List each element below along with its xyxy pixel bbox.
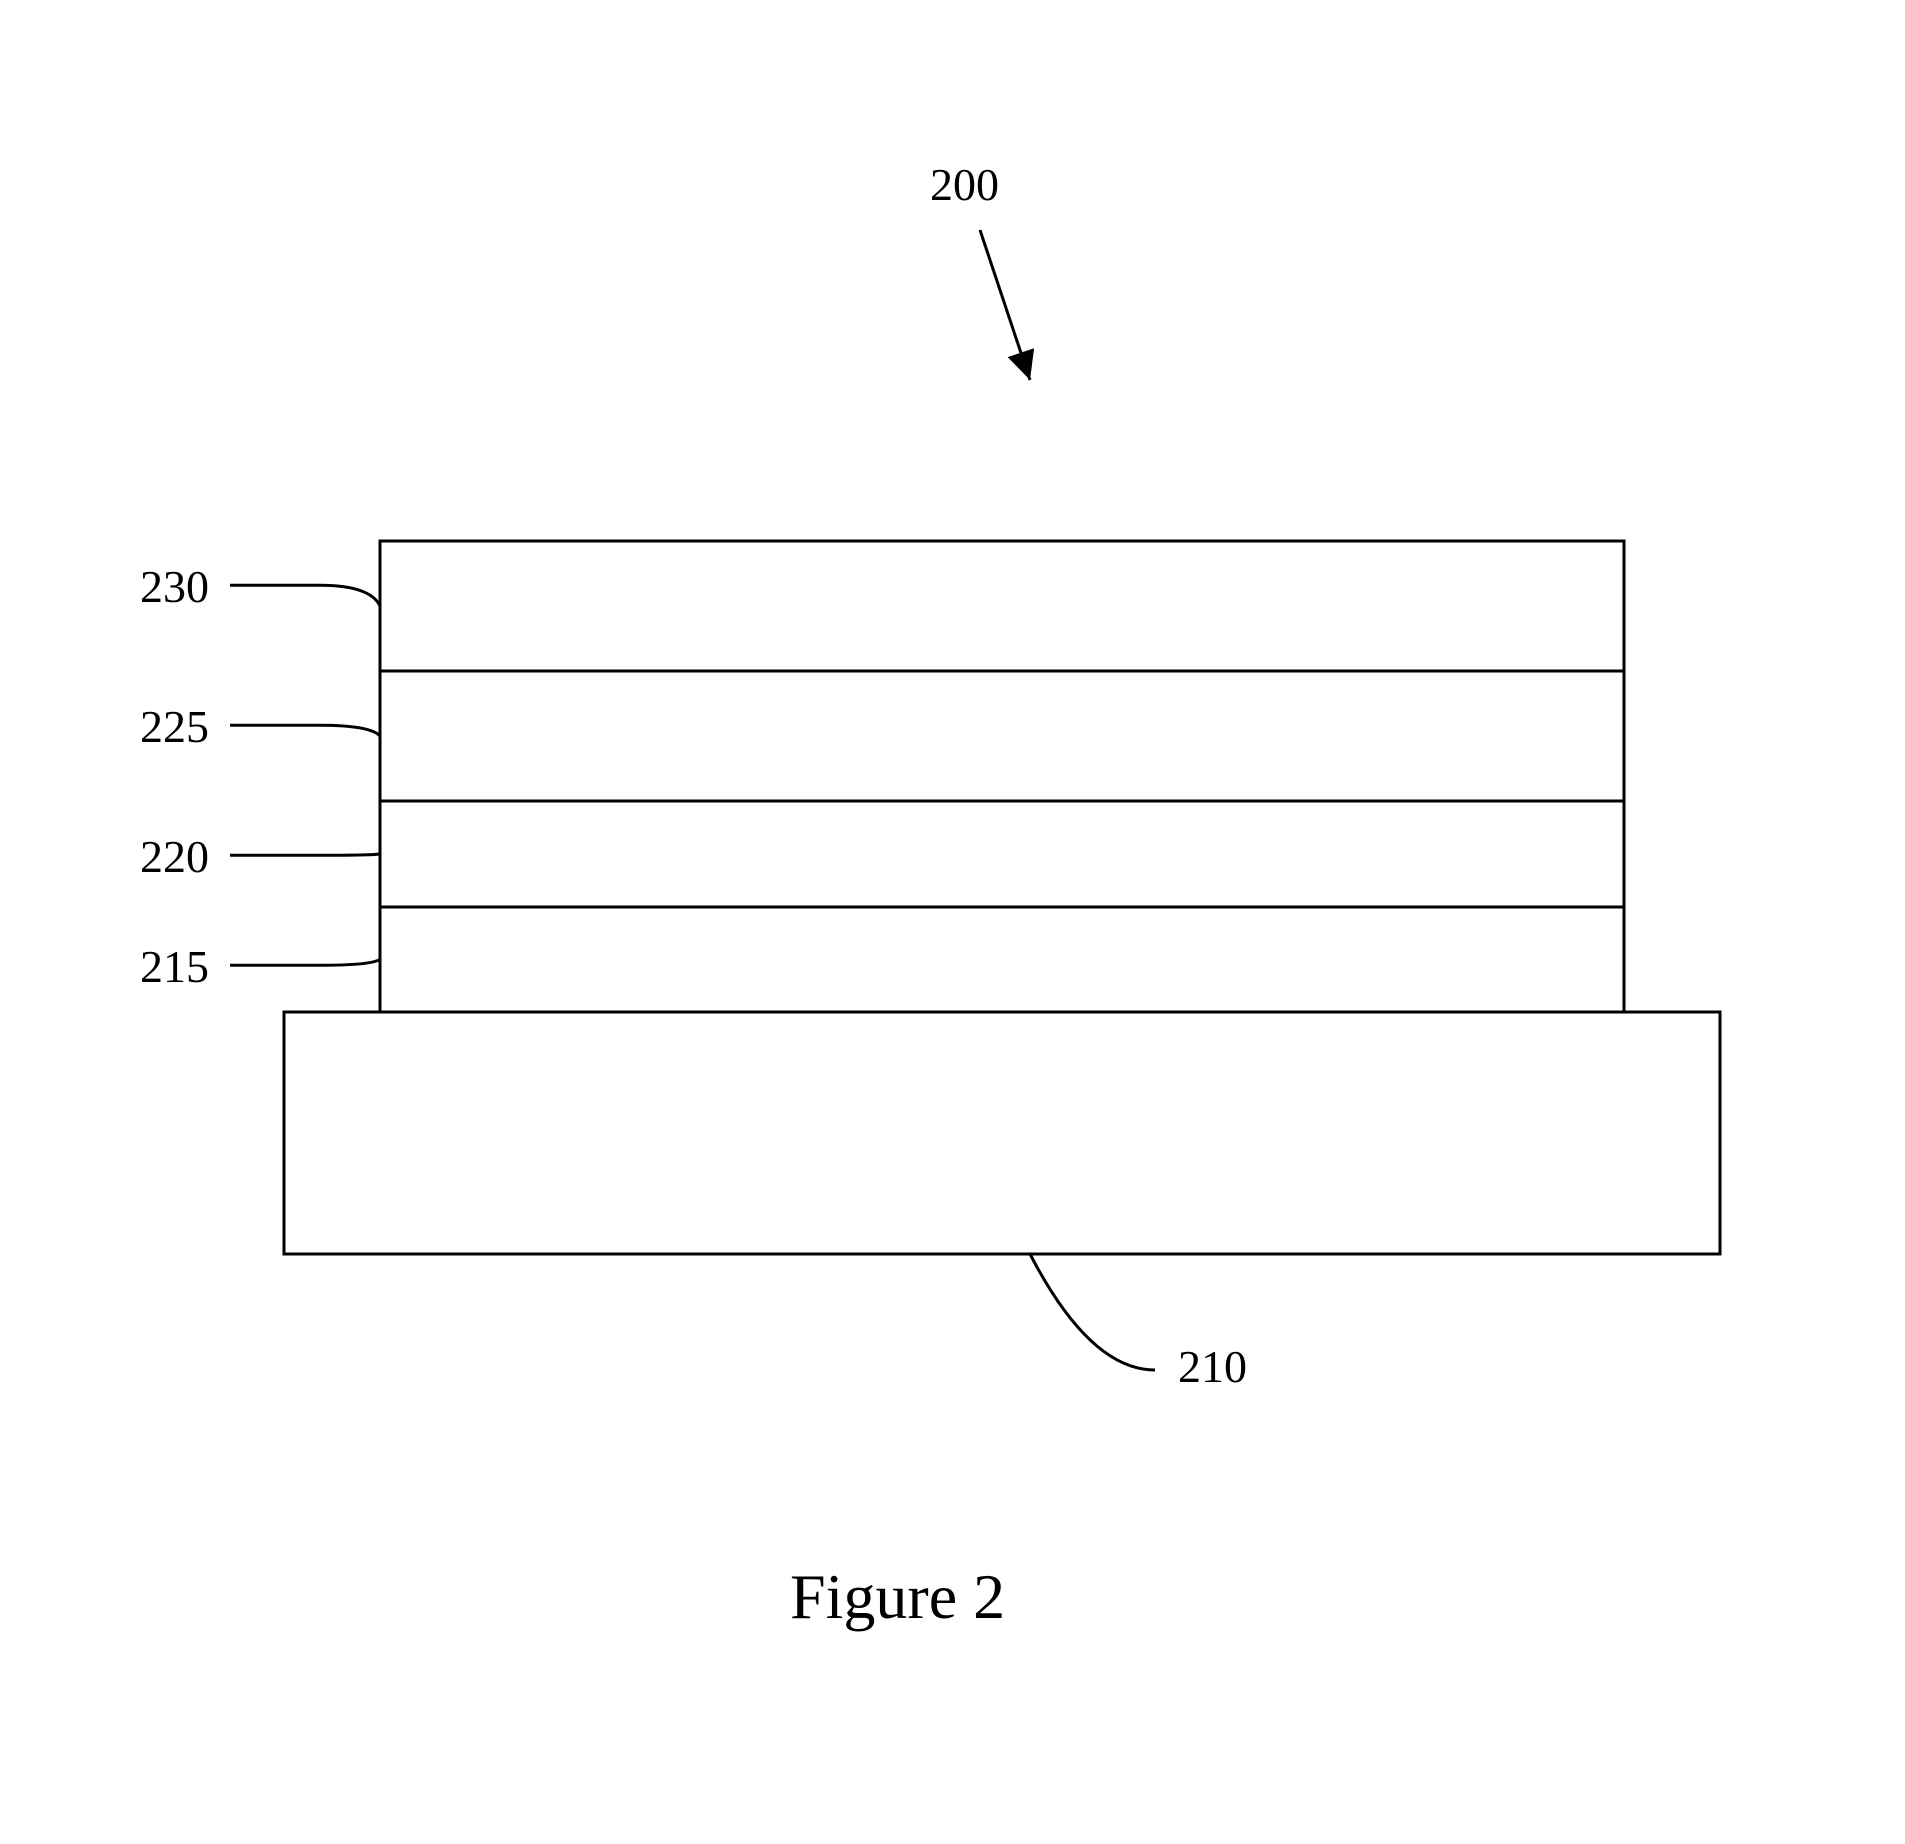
base-label-210: 210 (1178, 1340, 1247, 1393)
figure-canvas: 200 230 225 220 215 210 Figure 2 (0, 0, 1905, 1844)
layer-label-230: 230 (140, 560, 209, 613)
layer-label-215: 215 (140, 940, 209, 993)
figure-caption: Figure 2 (790, 1560, 1005, 1634)
layer-label-225: 225 (140, 700, 209, 753)
layer-label-220: 220 (140, 830, 209, 883)
assembly-label: 200 (930, 158, 999, 211)
